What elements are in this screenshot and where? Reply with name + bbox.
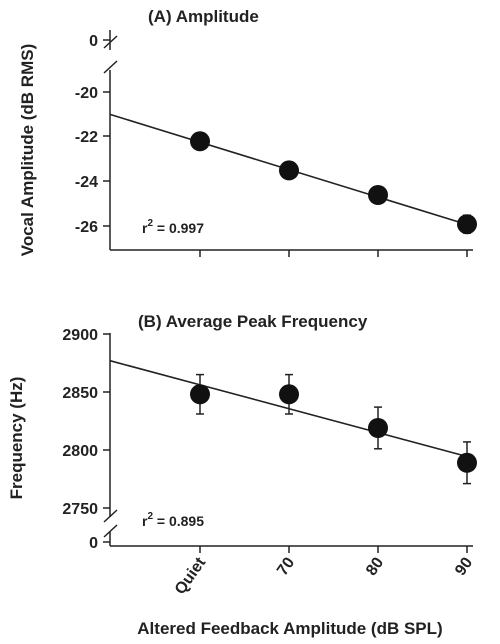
- panel-b-ytick-label: 0: [89, 535, 98, 552]
- panel-a-axis-break-mark: [103, 35, 118, 49]
- panel-a-ytick-label: -20: [75, 85, 98, 102]
- panel-a-plot-area: [109, 113, 477, 235]
- panel-b-data-point: [190, 384, 210, 405]
- panel-a-r2-annotation: r2 = 0.997: [142, 218, 204, 236]
- panel-a-data-point: [457, 214, 477, 235]
- panel-a-data-point: [279, 160, 299, 181]
- panel-b-plot-area: [109, 359, 477, 485]
- panel-a: (A) Amplitude Vocal Amplitude (dB RMS) 0…: [18, 7, 477, 257]
- panel-a-ylabel: Vocal Amplitude (dB RMS): [18, 44, 37, 257]
- panel-a-ytick-label: -24: [75, 174, 98, 191]
- panel-b-ytick-label: 2750: [62, 501, 98, 518]
- panel-b-fit-line: [109, 359, 474, 459]
- xtick-label: 70: [274, 554, 298, 578]
- panel-a-ytick-label: -22: [75, 129, 98, 146]
- x-axis-label: Altered Feedback Amplitude (dB SPL): [137, 619, 442, 638]
- panel-a-data-point: [190, 131, 210, 152]
- panel-b-ytick-label: 2900: [62, 327, 98, 344]
- panel-b-ylabel: Frequency (Hz): [7, 377, 26, 500]
- panel-b-axis-break-mark: [103, 524, 118, 538]
- xtick-label: Quiet: [172, 554, 210, 598]
- panel-b-r2-annotation: r2 = 0.895: [142, 511, 204, 529]
- panel-b: (B) Average Peak Frequency Frequency (Hz…: [7, 312, 477, 553]
- panel-b-ytick-label: 2850: [62, 385, 98, 402]
- panel-b-data-point: [457, 452, 477, 473]
- panel-a-ytick-label: 0: [89, 33, 98, 50]
- panel-b-axis-break-mark: [103, 509, 118, 523]
- xtick-label: 80: [363, 554, 387, 578]
- panel-a-data-point: [368, 185, 388, 205]
- panel-b-data-point: [279, 384, 299, 405]
- panel-a-axis-break-mark: [103, 60, 118, 74]
- xtick-label: 90: [452, 554, 476, 578]
- panel-b-data-point: [368, 418, 388, 438]
- panel-b-title: (B) Average Peak Frequency: [138, 312, 368, 331]
- panel-a-title: (A) Amplitude: [148, 7, 259, 26]
- panel-a-ytick-label: -26: [75, 219, 98, 236]
- panel-b-ytick-label: 2800: [62, 443, 98, 460]
